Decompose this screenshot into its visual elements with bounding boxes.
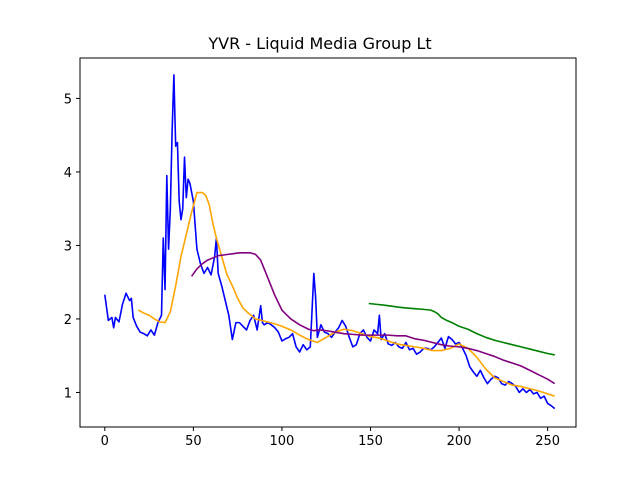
y-tick-label: 3 (64, 239, 72, 254)
x-tick-label: 50 (185, 434, 202, 449)
series-line-price (104, 74, 556, 410)
series-line-ma20 (138, 191, 555, 397)
y-tick-label: 1 (64, 386, 72, 401)
x-axis: 0 50 100 150 200 250 (101, 427, 560, 449)
plot-frame (79, 57, 577, 428)
y-tick-label: 4 (64, 166, 72, 181)
series-line-ma150 (368, 302, 555, 356)
x-tick-label: 250 (535, 434, 560, 449)
x-tick-label: 150 (358, 434, 383, 449)
x-tick-label: 100 (270, 434, 295, 449)
series-line-ma50 (190, 251, 556, 385)
y-tick-label: 2 (64, 313, 72, 328)
series-layer (104, 74, 556, 410)
x-tick-label: 200 (447, 434, 472, 449)
x-tick-label: 0 (101, 434, 109, 449)
y-axis: 1 2 3 4 5 (64, 92, 80, 401)
y-tick-label: 5 (64, 92, 72, 107)
chart-title: YVR - Liquid Media Group Lt (207, 34, 431, 53)
